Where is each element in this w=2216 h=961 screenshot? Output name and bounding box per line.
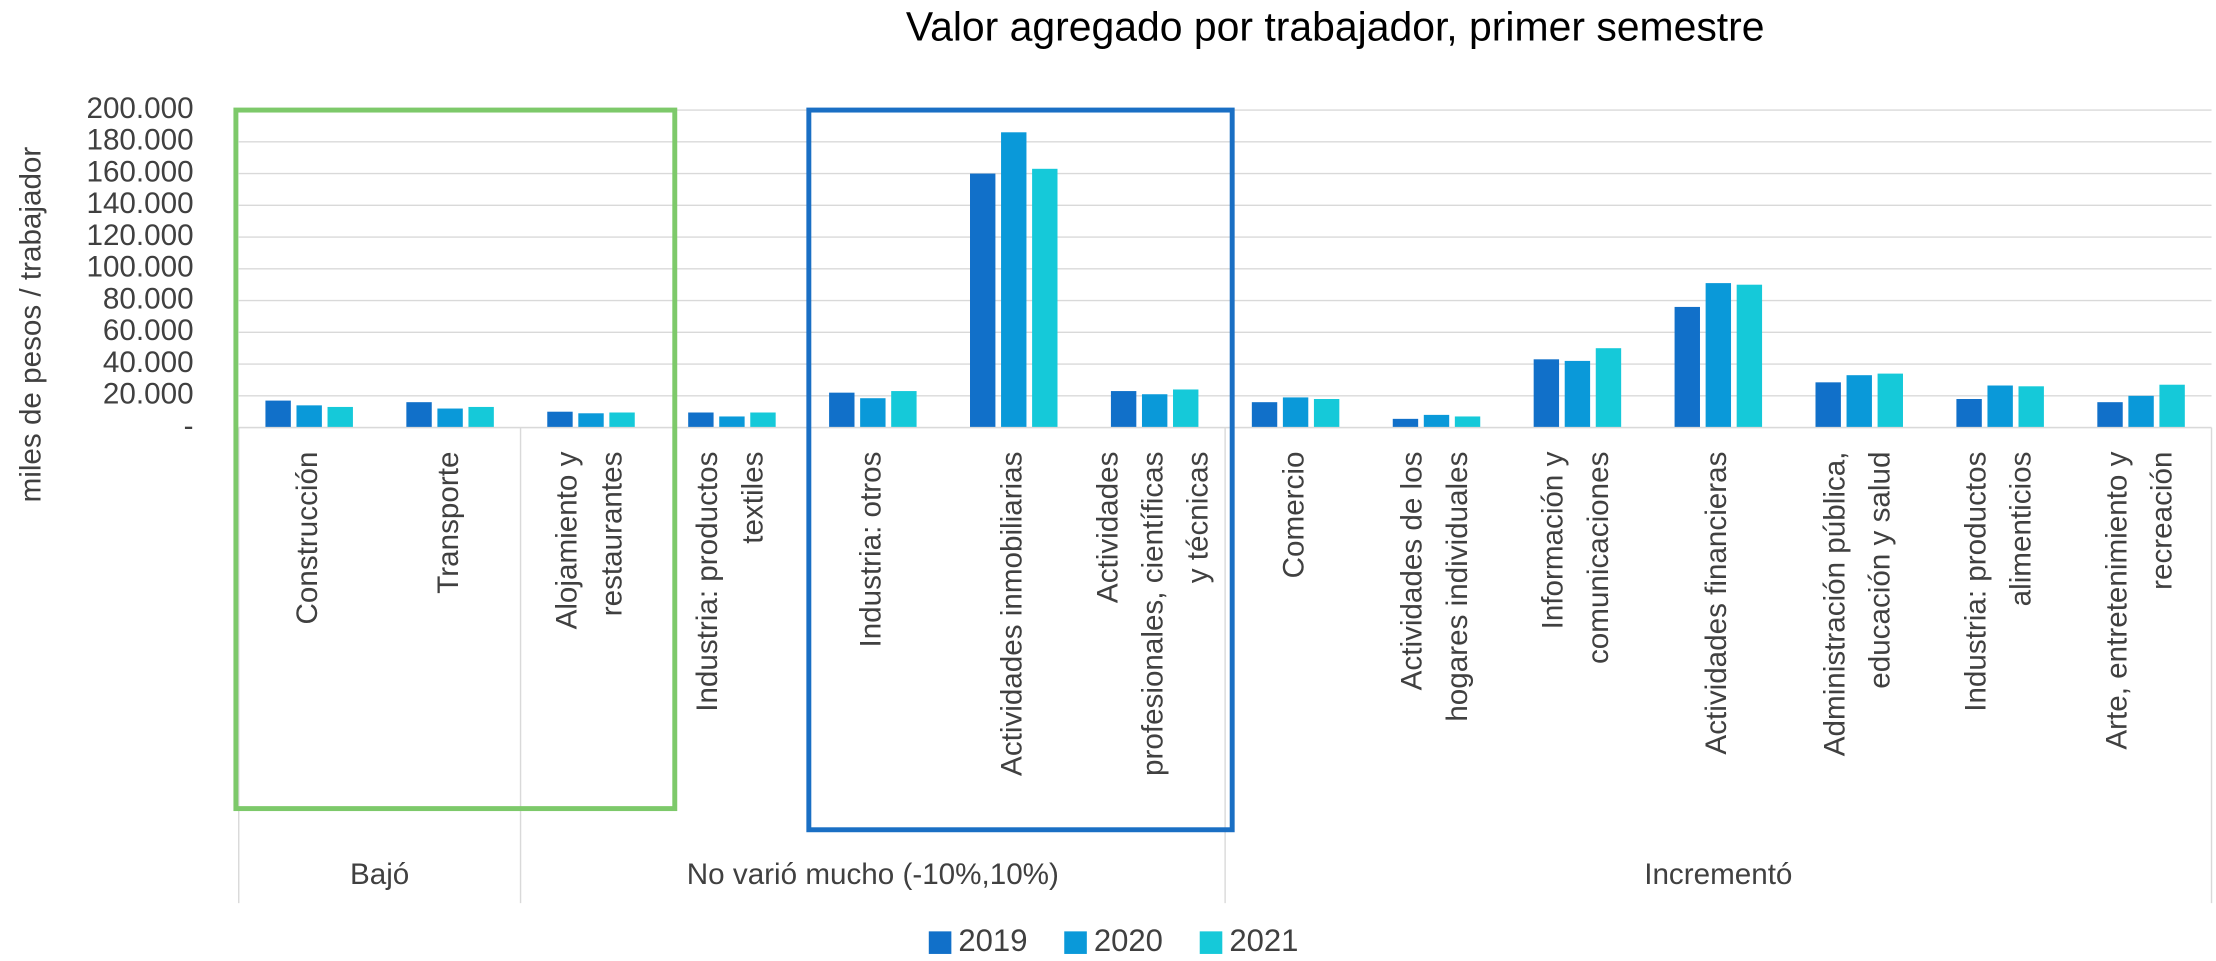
x-tick-label: educación y salud bbox=[1864, 452, 1897, 689]
x-tick-label: Actividades bbox=[1091, 452, 1124, 603]
y-tick-label: - bbox=[184, 409, 194, 442]
y-tick-label: 40.000 bbox=[103, 346, 194, 379]
y-tick-label: 100.000 bbox=[86, 251, 193, 284]
bar bbox=[750, 412, 776, 428]
x-tick-label: Administración pública, bbox=[1818, 452, 1851, 757]
bar bbox=[2128, 395, 2154, 428]
bar bbox=[1877, 373, 1903, 428]
legend-swatch bbox=[1199, 931, 1223, 954]
x-tick-label: Industria: otros bbox=[855, 452, 888, 648]
bar bbox=[1956, 399, 1982, 428]
bar bbox=[609, 412, 635, 428]
group-label: Bajó bbox=[350, 858, 409, 891]
bar bbox=[1987, 385, 2013, 428]
x-tick-label: Comercio bbox=[1277, 452, 1310, 579]
x-tick-label: Información y bbox=[1537, 451, 1570, 629]
legend-label: 2020 bbox=[1094, 923, 1163, 958]
bar bbox=[1141, 394, 1168, 428]
x-tick-label: restaurantes bbox=[595, 452, 628, 617]
bar bbox=[2018, 386, 2044, 428]
y-tick-label: 60.000 bbox=[103, 314, 194, 347]
bar bbox=[1674, 306, 1700, 428]
bar bbox=[265, 400, 291, 428]
x-tick-label: Actividades de los bbox=[1396, 452, 1429, 691]
bar bbox=[1595, 348, 1622, 428]
highlight-box-green bbox=[233, 107, 678, 812]
x-tick-label: textiles bbox=[736, 452, 769, 544]
x-tick-label: recreación bbox=[2145, 452, 2178, 590]
bar bbox=[829, 392, 855, 428]
legend-swatch bbox=[1064, 931, 1087, 954]
x-tick-label: Actividades inmobiliarias bbox=[996, 452, 1029, 776]
bar bbox=[296, 405, 322, 428]
x-tick-label: profesionales, científicas bbox=[1136, 452, 1169, 776]
bar bbox=[1815, 382, 1841, 428]
legend-label: 2021 bbox=[1229, 923, 1298, 958]
x-tick-label: Arte, entretenimiento y bbox=[2100, 451, 2133, 749]
bar bbox=[891, 391, 917, 428]
bar bbox=[688, 412, 714, 428]
bar bbox=[1001, 132, 1027, 428]
y-tick-label: 200.000 bbox=[86, 92, 193, 125]
bar bbox=[468, 406, 494, 428]
x-tick-label: comunicaciones bbox=[1582, 452, 1615, 664]
x-tick-label: Construcción bbox=[291, 452, 324, 625]
bar bbox=[970, 173, 996, 428]
x-tick-label: Alojamiento y bbox=[550, 451, 583, 629]
bar bbox=[2159, 384, 2185, 428]
y-tick-label: 180.000 bbox=[86, 124, 193, 157]
bar bbox=[1032, 168, 1058, 428]
y-tick-label: 120.000 bbox=[86, 219, 193, 252]
y-tick-label: 140.000 bbox=[86, 187, 193, 220]
y-tick-label: 20.000 bbox=[103, 378, 194, 411]
bar bbox=[437, 408, 463, 428]
bar bbox=[327, 406, 353, 428]
x-tick-label: Industria: productos bbox=[1959, 452, 1992, 712]
bar bbox=[1282, 397, 1309, 428]
bar bbox=[578, 413, 604, 428]
highlight-box-blue bbox=[806, 107, 1235, 833]
bar bbox=[406, 402, 432, 428]
bar bbox=[1533, 359, 1560, 428]
bar bbox=[1423, 414, 1450, 428]
bar bbox=[860, 398, 886, 428]
bar bbox=[1454, 416, 1481, 428]
bar bbox=[1736, 284, 1763, 428]
group-label: No varió mucho (-10%,10%) bbox=[687, 858, 1059, 891]
bar bbox=[1251, 402, 1278, 428]
bar bbox=[1564, 360, 1591, 428]
bar bbox=[2097, 402, 2123, 428]
bar bbox=[1392, 418, 1419, 428]
bar bbox=[547, 411, 573, 428]
bar bbox=[719, 416, 745, 428]
y-axis-label: miles de pesos / trabajador bbox=[15, 147, 48, 503]
legend-swatch bbox=[928, 931, 952, 954]
chart-title: Valor agregado por trabajador, primer se… bbox=[906, 3, 1765, 49]
y-tick-label: 80.000 bbox=[103, 282, 194, 315]
y-tick-label: 160.000 bbox=[86, 155, 193, 188]
x-tick-label: hogares individuales bbox=[1441, 452, 1474, 722]
bar bbox=[1110, 391, 1137, 428]
bar bbox=[1846, 375, 1872, 428]
bar bbox=[1313, 399, 1340, 428]
x-tick-label: alimenticios bbox=[2005, 452, 2038, 607]
bar bbox=[1173, 389, 1199, 428]
x-tick-label: y técnicas bbox=[1182, 452, 1215, 584]
legend-label: 2019 bbox=[958, 923, 1027, 958]
x-tick-label: Transporte bbox=[432, 452, 465, 594]
x-tick-label: Actividades financieras bbox=[1700, 452, 1733, 755]
x-tick-label: Industria: productos bbox=[691, 452, 724, 712]
bar bbox=[1705, 283, 1732, 428]
group-label: Incrementó bbox=[1644, 858, 1792, 891]
